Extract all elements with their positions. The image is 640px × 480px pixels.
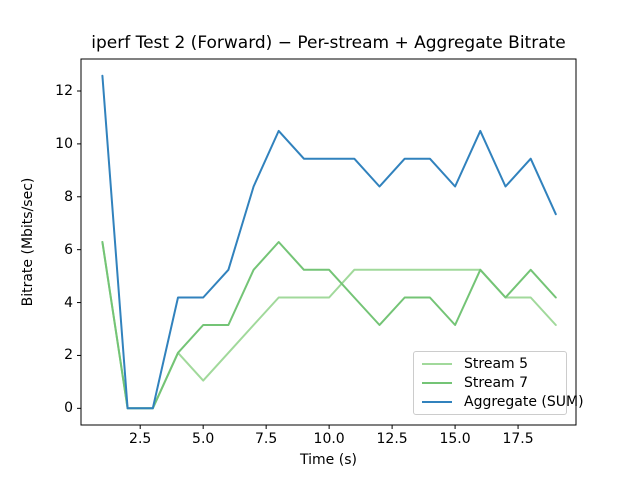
x-tick-label: 15.0 (439, 431, 471, 447)
x-tick-label: 10.0 (313, 431, 345, 447)
y-tick-label: 0 (64, 400, 73, 417)
legend-entry-stream-7: Stream 7 (414, 373, 566, 392)
legend: Stream 5 Stream 7 Aggregate (SUM) (413, 351, 584, 415)
x-axis-label: Time (s) (300, 452, 357, 468)
y-tick-label: 4 (64, 294, 73, 311)
legend-line-sample-stream-5 (422, 362, 452, 365)
legend-label: Aggregate (SUM) (464, 394, 584, 411)
x-tick-label: 17.5 (502, 431, 534, 447)
x-tick-label: 2.5 (129, 431, 152, 447)
legend-entry-stream-5: Stream 5 (414, 354, 566, 373)
x-tick-label: 7.5 (255, 431, 278, 447)
x-tick-label: 5.0 (192, 431, 215, 447)
y-tick-label: 6 (64, 241, 73, 258)
legend-label: Stream 7 (464, 374, 529, 391)
series-line-aggregate-sum- (101, 74, 557, 410)
legend-line-sample-aggregate (422, 401, 452, 404)
legend-line-sample-stream-7 (422, 381, 452, 384)
series-line-stream-7 (101, 241, 557, 410)
x-tick-label: 12.5 (376, 431, 408, 447)
y-axis-label: Bitrate (Mbits/sec) (20, 177, 36, 307)
legend-entry-aggregate: Aggregate (SUM) (414, 393, 584, 412)
y-tick-label: 8 (64, 188, 73, 205)
legend-label: Stream 5 (464, 355, 529, 372)
y-tick-label: 10 (55, 135, 73, 152)
y-tick-label: 12 (55, 82, 73, 99)
chart-title: iperf Test 2 (Forward) − Per-stream + Ag… (91, 33, 566, 53)
axes-spines (80, 58, 577, 426)
y-tick-label: 2 (64, 347, 73, 364)
